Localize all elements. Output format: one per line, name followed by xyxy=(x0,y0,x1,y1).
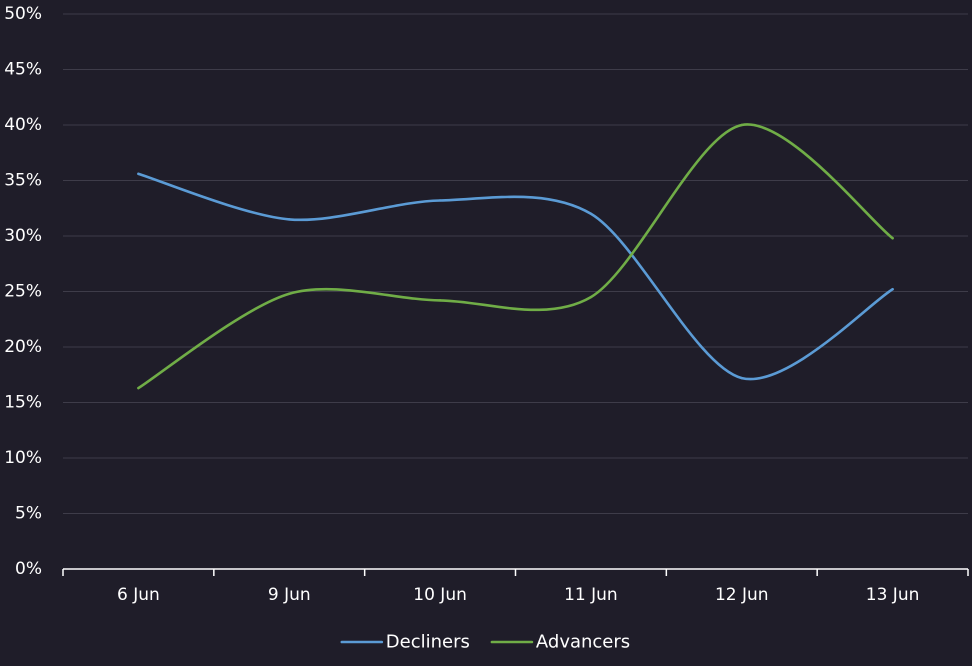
y-tick-label: 30% xyxy=(4,226,42,246)
data-point-decliners xyxy=(740,376,743,380)
y-tick-label: 35% xyxy=(4,171,42,191)
x-tick-label: 6 Jun xyxy=(117,585,160,605)
legend: Decliners Advancers xyxy=(340,632,630,653)
data-point-decliners xyxy=(288,218,291,221)
series-line-decliners xyxy=(137,172,894,381)
x-tick-label: 13 Jun xyxy=(866,585,920,605)
legend-item: Decliners xyxy=(340,632,470,653)
data-point-decliners xyxy=(589,212,593,215)
x-tick-label: 9 Jun xyxy=(268,585,311,605)
data-point-decliners xyxy=(891,288,894,291)
gridlines xyxy=(63,13,968,514)
series-lines xyxy=(137,123,894,390)
y-tick-label: 5% xyxy=(15,504,42,524)
x-tick-label: 11 Jun xyxy=(564,585,618,605)
legend-label: Decliners xyxy=(386,632,470,653)
x-tick-label: 10 Jun xyxy=(413,585,467,605)
y-tick-label: 20% xyxy=(4,337,42,357)
data-point-advancers xyxy=(288,292,291,295)
y-axis-tick-labels: 0% 5% 10% 15% 20% 25% 30% 35% 40% 45% 50% xyxy=(4,4,42,579)
y-tick-label: 15% xyxy=(4,393,42,413)
legend-label: Advancers xyxy=(536,632,630,653)
data-point-decliners xyxy=(438,199,442,202)
series-line-advancers xyxy=(137,123,894,390)
x-tick-label: 12 Jun xyxy=(715,585,769,605)
y-tick-label: 50% xyxy=(4,4,42,24)
data-point-advancers xyxy=(589,295,593,299)
data-point-advancers xyxy=(438,299,442,302)
x-axis: 6 Jun 9 Jun 10 Jun 11 Jun 12 Jun 13 Jun xyxy=(62,568,969,605)
y-tick-label: 25% xyxy=(4,282,42,302)
data-point-advancers xyxy=(137,386,140,390)
data-point-advancers xyxy=(740,123,743,127)
legend-item: Advancers xyxy=(490,632,630,653)
y-tick-label: 0% xyxy=(15,559,42,579)
y-tick-label: 40% xyxy=(4,115,42,135)
y-tick-label: 45% xyxy=(4,60,42,80)
y-tick-label: 10% xyxy=(4,448,42,468)
data-point-decliners xyxy=(137,172,140,176)
data-point-advancers xyxy=(891,237,894,240)
